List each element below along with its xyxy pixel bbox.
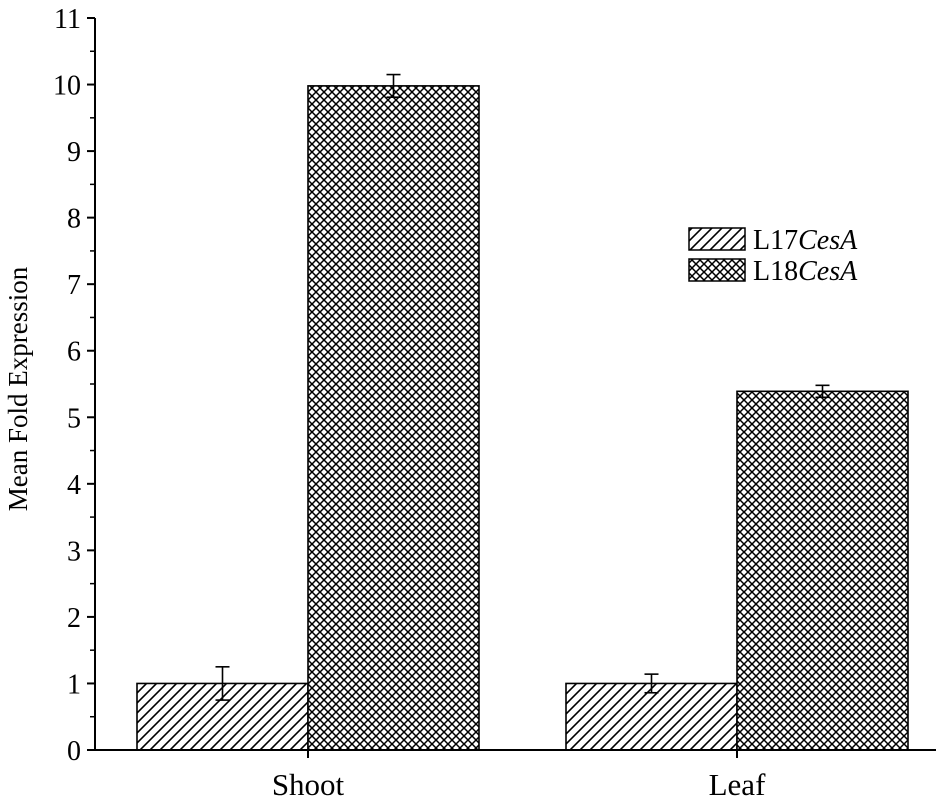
y-tick-label: 7: [67, 270, 81, 301]
y-tick-label: 11: [54, 4, 81, 35]
error-bar-l17-leaf: [644, 673, 659, 694]
axes: 0 1 2 3 4 5 6 7 8 9 10 11 Shoot Leaf: [53, 4, 936, 802]
legend-label-l17: L17CesA: [753, 225, 858, 256]
y-tick-label: 1: [67, 669, 81, 700]
y-tick-label: 6: [67, 337, 81, 368]
y-tick-label: 4: [67, 470, 81, 501]
legend-swatch-l17: [688, 227, 746, 251]
x-category-label: Leaf: [709, 767, 766, 802]
legend: L17CesA L18CesA: [688, 225, 858, 287]
bar-l18-shoot: [307, 85, 480, 751]
error-bar-l18-shoot: [386, 73, 401, 98]
legend-l18-prefix: L18: [753, 256, 798, 287]
legend-l17-prefix: L17: [753, 225, 798, 256]
y-axis-title: Mean Fold Expression: [3, 266, 33, 511]
bars-layer: [136, 85, 909, 751]
error-bar-l18-leaf: [815, 384, 830, 399]
y-tick-label: 3: [67, 536, 81, 567]
error-bars-layer: [215, 73, 830, 701]
y-tick-label: 2: [67, 603, 81, 634]
y-tick-label: 10: [53, 71, 81, 102]
y-tick-label: 5: [67, 403, 81, 434]
x-category-label: Shoot: [272, 767, 345, 802]
error-bar-l17-shoot: [215, 666, 230, 701]
legend-label-l18: L18CesA: [753, 256, 858, 287]
bar-l17-leaf: [565, 682, 738, 751]
y-tick-label: 8: [67, 204, 81, 235]
bar-l18-leaf: [736, 390, 909, 751]
legend-l18-italic: CesA: [798, 256, 858, 287]
x-ticks: Shoot Leaf: [272, 750, 766, 802]
legend-swatch-l18: [688, 258, 746, 282]
y-tick-label: 0: [67, 736, 81, 767]
y-tick-label: 9: [67, 137, 81, 168]
y-ticks: 0 1 2 3 4 5 6 7 8 9 10 11: [53, 4, 95, 767]
legend-l17-italic: CesA: [798, 225, 858, 256]
